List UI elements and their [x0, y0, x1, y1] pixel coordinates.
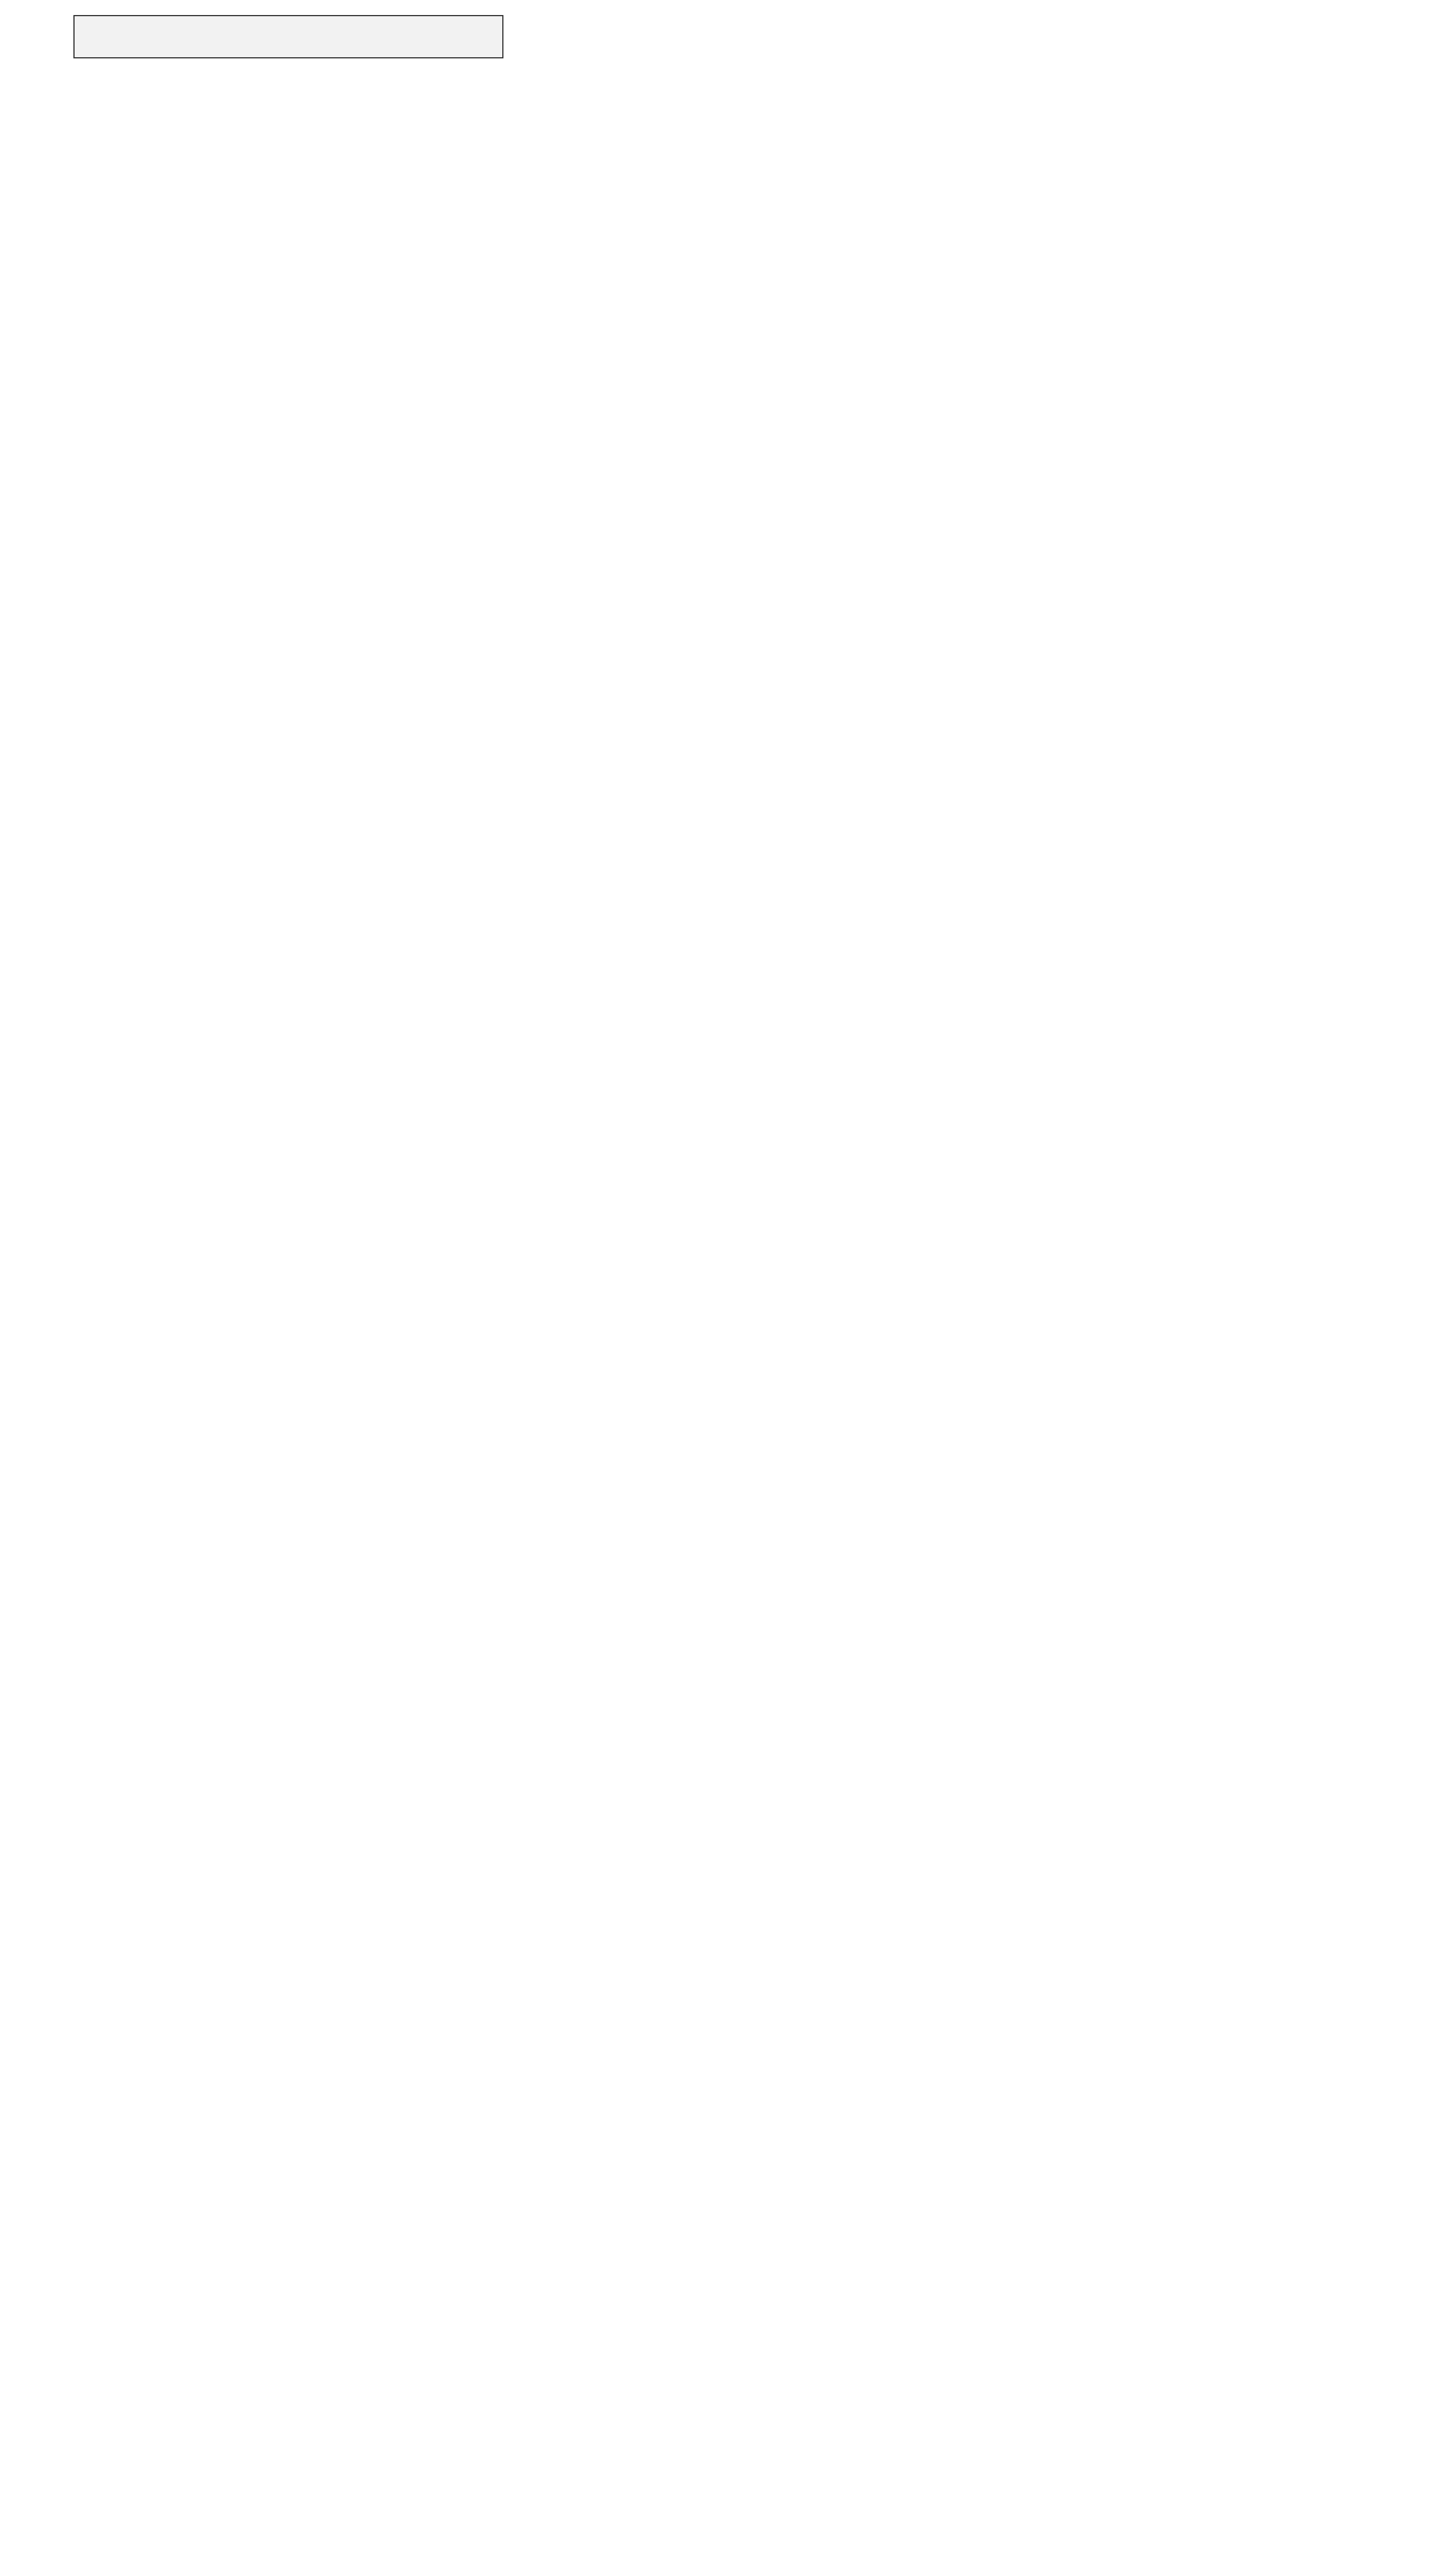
col-strip-coca	[73, 15, 503, 58]
